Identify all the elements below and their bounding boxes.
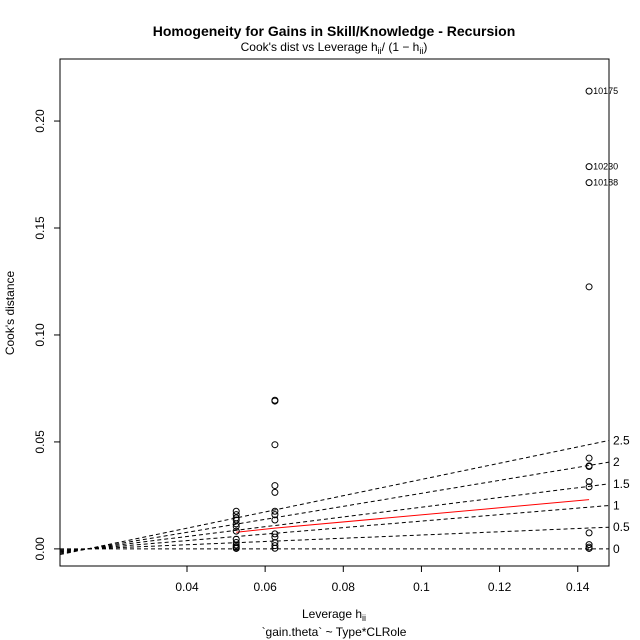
x-tick-label-1: 0.06 <box>253 580 277 594</box>
y-axis-label: Cook's distance <box>3 271 17 356</box>
data-point-0 <box>232 507 240 515</box>
cooks-distance-contours <box>60 439 609 556</box>
data-point-22 <box>271 533 279 541</box>
data-point-33 <box>585 478 593 485</box>
contour-label-5: 2.5 <box>613 433 630 447</box>
data-points <box>232 87 593 552</box>
data-point-12 <box>232 544 240 552</box>
data-point-16 <box>271 482 279 490</box>
data-point-30 <box>585 454 593 462</box>
x-tick-label-3: 0.1 <box>413 580 430 594</box>
point-label-2: 10188 <box>593 178 618 188</box>
chart-title: Homogeneity for Gains in Skill/Knowledge… <box>153 23 516 39</box>
data-point-29 <box>585 283 593 291</box>
data-point-19 <box>271 511 279 519</box>
data-point-27 <box>585 163 593 171</box>
y-tick-label-1: 0.05 <box>33 430 47 454</box>
point-label-0: 10175 <box>593 86 618 96</box>
data-point-26 <box>585 87 593 95</box>
contour-line-5 <box>60 439 609 556</box>
smoother-line-group <box>236 499 590 533</box>
contour-label-4: 2 <box>613 455 620 469</box>
y-tick-label-0: 0.00 <box>33 537 47 561</box>
data-point-36 <box>585 541 593 549</box>
chart-caption: `gain.theta` ~ Type*CLRole <box>262 625 407 639</box>
data-point-28 <box>585 179 593 187</box>
x-tick-label-5: 0.14 <box>566 580 590 594</box>
data-point-24 <box>271 542 279 550</box>
data-point-32 <box>585 463 593 471</box>
x-tick-label-0: 0.04 <box>175 580 199 594</box>
data-point-20 <box>271 516 279 524</box>
point-labels: 10175 10230 10188 <box>593 86 618 188</box>
x-axis-label: Leverage hii <box>302 607 366 623</box>
data-point-21 <box>271 530 279 538</box>
data-point-15 <box>271 441 279 449</box>
contour-label-3: 1.5 <box>613 477 630 491</box>
plot-frame <box>59 58 610 567</box>
data-point-4 <box>232 520 240 528</box>
smoother-line <box>236 499 590 533</box>
subtitle-sub-1: ii <box>378 46 382 56</box>
data-point-25 <box>271 544 279 552</box>
data-point-34 <box>585 483 593 491</box>
data-point-18 <box>271 507 279 515</box>
y-tick-label-3: 0.15 <box>33 216 47 240</box>
x-tick-label-2: 0.08 <box>332 580 356 594</box>
point-label-1: 10230 <box>593 162 618 172</box>
data-point-14 <box>271 397 279 405</box>
x-tick-label-4: 0.12 <box>488 580 512 594</box>
subtitle-rest: / (1 − h <box>382 40 420 54</box>
data-point-17 <box>271 488 279 496</box>
contour-label-2: 1 <box>613 499 620 513</box>
contour-line-2 <box>60 505 609 552</box>
data-point-5 <box>232 522 240 530</box>
contour-label-0: 0 <box>613 542 620 556</box>
y-tick-label-4: 0.20 <box>33 109 47 133</box>
data-point-35 <box>585 529 593 537</box>
subtitle-main: Cook's dist vs Leverage h <box>241 40 378 54</box>
contour-line-3 <box>60 483 609 553</box>
subtitle-sub-2: ii <box>419 46 423 56</box>
x-axis-label-sub: ii <box>362 613 366 623</box>
data-point-6 <box>232 527 240 535</box>
subtitle-close: ) <box>423 40 427 54</box>
chart-subtitle: Cook's dist vs Leverage hii/ (1 − hii) <box>241 40 428 56</box>
y-tick-label-2: 0.10 <box>33 323 47 347</box>
contour-line-1 <box>60 526 609 551</box>
x-axis-label-main: Leverage h <box>302 607 362 621</box>
data-point-38 <box>585 544 593 552</box>
contour-label-1: 0.5 <box>613 520 630 534</box>
data-point-1 <box>232 511 240 519</box>
contour-line-4 <box>60 461 609 554</box>
contour-labels: 0 0.5 1 1.5 2 2.5 <box>613 433 630 555</box>
y-axis-ticks: 0.00 0.05 0.10 0.15 0.20 <box>33 109 60 561</box>
x-axis-ticks: 0.04 0.06 0.08 0.1 0.12 0.14 <box>175 566 590 594</box>
